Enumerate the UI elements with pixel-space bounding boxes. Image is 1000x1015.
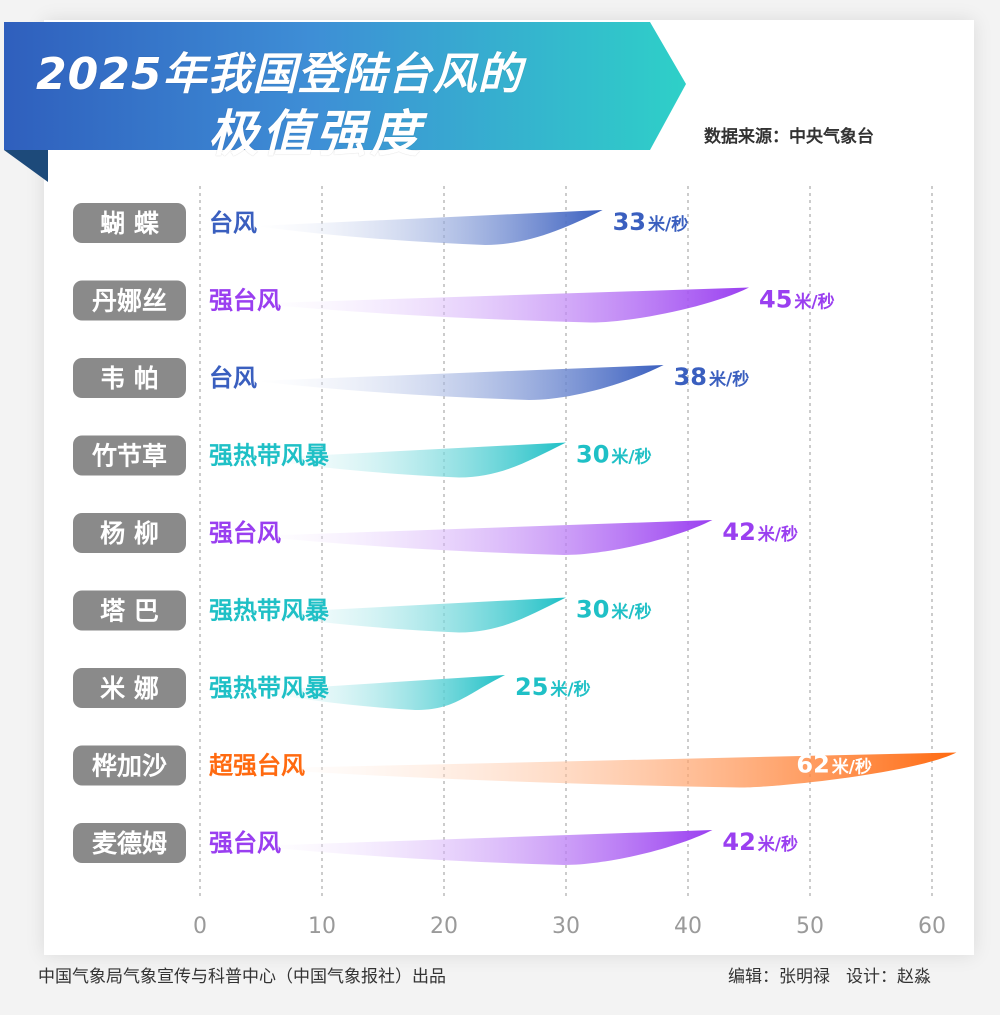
value-number: 25 [515, 673, 548, 701]
staff-credits: 编辑：张明禄 设计：赵淼 [728, 962, 947, 987]
value-label: 42 米/秒 [722, 828, 798, 856]
grade-label: 强台风 [209, 287, 281, 315]
typhoon-name: 杨 柳 [100, 519, 159, 548]
value-unit: 米/秒 [758, 524, 798, 545]
value-unit: 米/秒 [758, 834, 798, 855]
value-unit: 米/秒 [648, 214, 688, 235]
name-box [73, 668, 186, 708]
name-box [73, 358, 186, 398]
name-box [73, 203, 186, 243]
bar [255, 597, 566, 633]
x-tick-label: 60 [918, 914, 946, 939]
x-tick-label: 40 [674, 914, 702, 939]
grade-label: 强台风 [209, 519, 281, 547]
banner-fold [4, 150, 48, 182]
data-source: 数据来源：中央气象台 [704, 127, 874, 147]
value-unit: 米/秒 [832, 757, 872, 778]
typhoon-name: 桦加沙 [92, 752, 167, 781]
bar [255, 442, 566, 478]
value-number: 62 [796, 751, 829, 779]
bar [255, 520, 713, 555]
x-tick-label: 50 [796, 914, 824, 939]
grade-label: 强热带风暴 [209, 674, 330, 702]
value-label: 30 米/秒 [576, 441, 652, 469]
grade-label: 强热带风暴 [209, 597, 330, 625]
value-unit: 米/秒 [611, 447, 651, 468]
value-label: 30 米/秒 [576, 596, 652, 624]
grade-label: 超强台风 [209, 752, 305, 780]
bar [255, 752, 957, 788]
value-number: 30 [576, 441, 609, 469]
value-number: 42 [722, 518, 755, 546]
name-box [73, 435, 186, 476]
value-unit: 米/秒 [611, 602, 651, 623]
value-unit: 米/秒 [550, 679, 590, 700]
value-label: 45 米/秒 [759, 286, 835, 314]
typhoon-name: 塔 巴 [100, 597, 159, 626]
title-banner [4, 22, 686, 182]
value-number: 33 [613, 208, 646, 236]
bar [255, 675, 505, 710]
value-unit: 米/秒 [709, 369, 749, 390]
value-label: 25 米/秒 [515, 673, 591, 701]
value-unit: 米/秒 [794, 292, 834, 313]
value-number: 38 [674, 363, 707, 391]
x-tick-label: 30 [552, 914, 580, 939]
bar [255, 830, 713, 865]
value-label: 42 米/秒 [722, 518, 798, 546]
typhoon-name: 蝴 蝶 [100, 209, 160, 238]
typhoon-name: 丹娜丝 [92, 287, 167, 316]
value-number: 42 [722, 828, 755, 856]
value-number: 45 [759, 286, 792, 314]
name-box [73, 745, 186, 786]
infographic-card [44, 20, 974, 955]
name-box [73, 590, 186, 631]
grade-label: 强热带风暴 [209, 442, 330, 470]
value-label: 62 米/秒 [796, 751, 872, 779]
bar [255, 287, 749, 323]
name-box [73, 513, 186, 553]
name-box [73, 823, 186, 863]
x-tick-label: 0 [193, 914, 207, 939]
grade-label: 台风 [209, 364, 257, 392]
publisher-credit: 中国气象局气象宣传与科普中心（中国气象报社）出品 [38, 967, 446, 987]
x-tick-label: 10 [308, 914, 336, 939]
bar [255, 365, 664, 400]
typhoon-name: 竹节草 [91, 442, 167, 471]
value-label: 33 米/秒 [613, 208, 689, 236]
chart-title-line-1: 2025年我国登陆台风的 [36, 49, 523, 100]
typhoon-name: 麦德姆 [92, 829, 167, 858]
grade-label: 台风 [209, 209, 257, 237]
name-box [73, 280, 186, 321]
typhoon-name: 米 娜 [100, 674, 159, 703]
value-label: 38 米/秒 [674, 363, 750, 391]
designer-credit: 设计：赵淼 [846, 967, 931, 987]
banner-shape [4, 22, 686, 150]
chart-title-line-2: 极值强度 [208, 105, 424, 163]
editor-credit: 编辑：张明禄 [728, 967, 830, 987]
grade-label: 强台风 [209, 829, 281, 857]
bar [255, 210, 603, 245]
typhoon-name: 韦 帕 [100, 364, 159, 393]
value-number: 30 [576, 596, 609, 624]
x-tick-label: 20 [430, 914, 458, 939]
